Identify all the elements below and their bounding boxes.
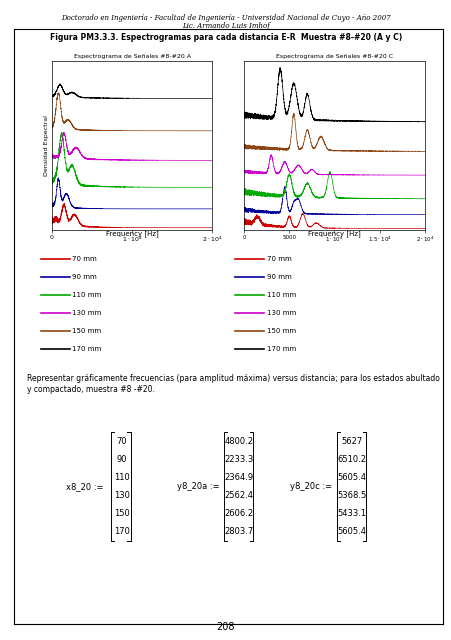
Text: 170 mm: 170 mm [266, 346, 295, 352]
Text: 5433.1: 5433.1 [336, 509, 365, 518]
Title: Espectrograma de Señales #8-#20 C: Espectrograma de Señales #8-#20 C [275, 54, 392, 59]
Text: 208: 208 [216, 621, 235, 632]
Text: 5627: 5627 [340, 437, 362, 446]
Text: Frequency [Hz]: Frequency [Hz] [308, 230, 360, 237]
Text: 4800.2: 4800.2 [224, 437, 253, 446]
Text: 2562.4: 2562.4 [224, 491, 253, 500]
Text: 170 mm: 170 mm [72, 346, 101, 352]
Text: 150: 150 [114, 509, 129, 518]
Text: 2364.9: 2364.9 [224, 473, 253, 482]
Text: 170: 170 [114, 527, 130, 536]
Text: 130 mm: 130 mm [266, 310, 295, 316]
Text: 150 mm: 150 mm [266, 328, 295, 334]
Text: Frequency [Hz]: Frequency [Hz] [106, 230, 158, 237]
Text: 150 mm: 150 mm [72, 328, 101, 334]
Text: Representar gráficamente frecuencias (para amplitud máxima) versus distancia; pa: Representar gráficamente frecuencias (pa… [27, 374, 439, 394]
Text: Figura PM3.3.3. Espectrogramas para cada distancia E-R  Muestra #8-#20 (A y C): Figura PM3.3.3. Espectrogramas para cada… [50, 33, 401, 42]
Text: 5605.4: 5605.4 [336, 473, 365, 482]
Text: 130: 130 [114, 491, 130, 500]
Text: 90: 90 [116, 455, 127, 464]
Text: 130 mm: 130 mm [72, 310, 101, 316]
Text: 6510.2: 6510.2 [336, 455, 365, 464]
Text: 2803.7: 2803.7 [224, 527, 253, 536]
Text: 70 mm: 70 mm [72, 256, 97, 262]
Text: 110 mm: 110 mm [266, 292, 295, 298]
Text: 110: 110 [114, 473, 129, 482]
Text: 2233.3: 2233.3 [224, 455, 253, 464]
Text: 90 mm: 90 mm [266, 274, 291, 280]
Text: 90 mm: 90 mm [72, 274, 97, 280]
Text: Lic. Armando Luis Imhof: Lic. Armando Luis Imhof [182, 22, 269, 29]
Text: 110 mm: 110 mm [72, 292, 101, 298]
Title: Espectrograma de Señales #8-#20 A: Espectrograma de Señales #8-#20 A [74, 54, 190, 59]
Text: 70 mm: 70 mm [266, 256, 291, 262]
Text: Doctorado en Ingeniería - Facultad de Ingeniería - Universidad Nacional de Cuyo : Doctorado en Ingeniería - Facultad de In… [61, 14, 390, 22]
Text: 70: 70 [116, 437, 127, 446]
Text: x8_20 :=: x8_20 := [66, 482, 104, 491]
Text: y8_20a :=: y8_20a := [176, 482, 219, 491]
Text: y8_20c :=: y8_20c := [290, 482, 331, 491]
Text: 5605.4: 5605.4 [336, 527, 365, 536]
Text: 2606.2: 2606.2 [224, 509, 253, 518]
Y-axis label: Densidad Espectral: Densidad Espectral [44, 115, 49, 176]
Text: 5368.5: 5368.5 [336, 491, 365, 500]
